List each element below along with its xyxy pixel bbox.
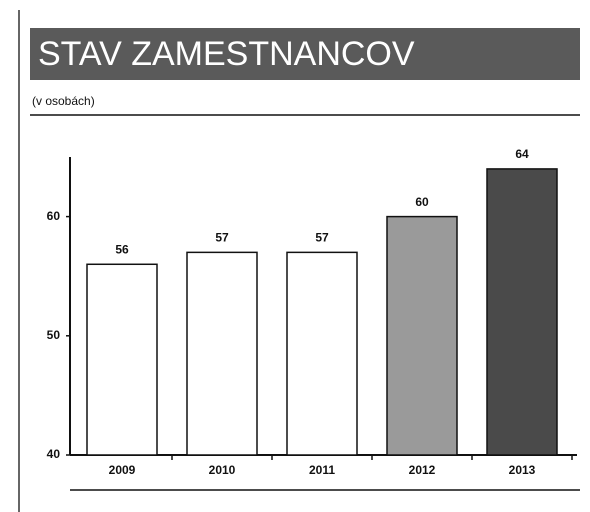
y-tick-label: 60 — [47, 209, 61, 223]
bar — [286, 251, 358, 456]
value-label: 60 — [415, 195, 429, 209]
x-tick-label: 2011 — [309, 463, 335, 477]
value-label: 57 — [215, 231, 229, 245]
value-label: 64 — [515, 147, 529, 161]
x-tick-label: 2012 — [409, 463, 436, 477]
value-label: 57 — [315, 231, 329, 245]
bar — [86, 263, 158, 456]
value-label: 56 — [115, 242, 129, 256]
x-tick-label: 2009 — [109, 463, 136, 477]
bar — [186, 251, 258, 456]
bar — [386, 215, 458, 456]
y-tick-label: 40 — [47, 447, 61, 461]
bar — [486, 168, 558, 456]
title-banner — [30, 28, 580, 80]
y-tick-label: 50 — [47, 328, 61, 342]
x-tick-label: 2013 — [509, 463, 536, 477]
chart-title: STAV ZAMESTNANCOV — [38, 35, 415, 73]
chart-subtitle: (v osobách) — [32, 94, 95, 108]
x-tick-label: 2010 — [209, 463, 236, 477]
